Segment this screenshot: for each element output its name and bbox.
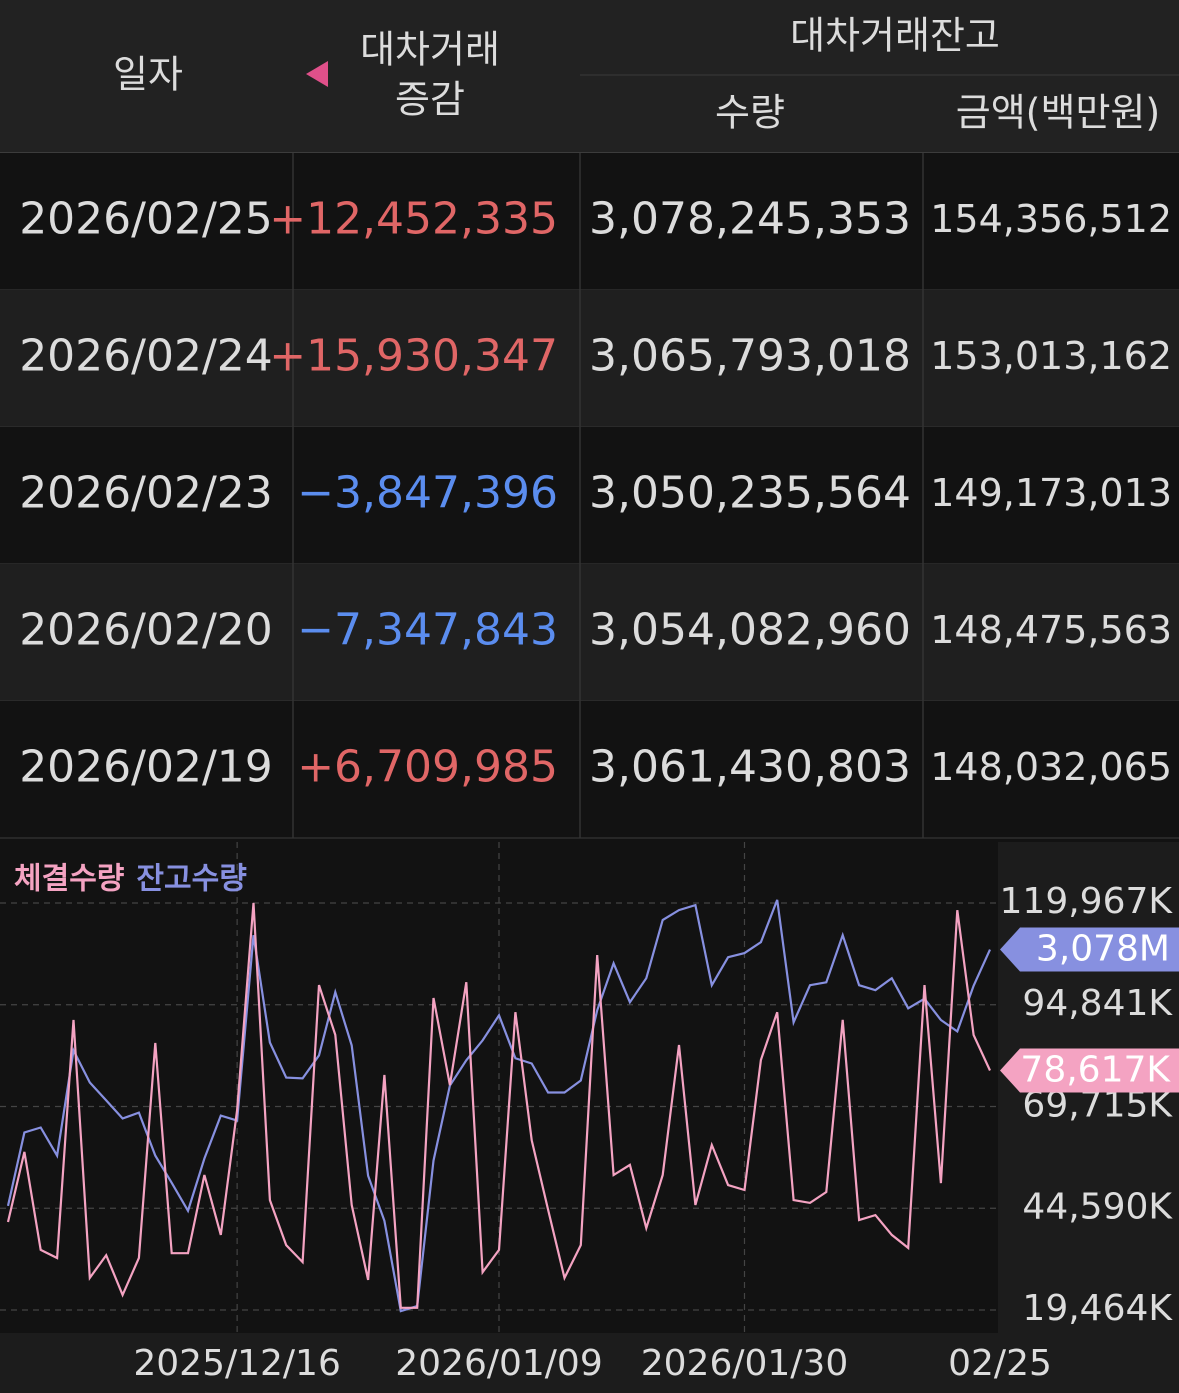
row-bg xyxy=(0,290,1179,427)
header-quantity: 수량 xyxy=(715,91,785,135)
legend-entry: 잔고수량 xyxy=(136,862,247,897)
header-balance: 대차거래잔고 xyxy=(790,14,1000,58)
x-tick-label: 2025/12/16 xyxy=(133,1343,341,1384)
date-cell: 2026/02/24 xyxy=(19,331,273,382)
row-bg xyxy=(0,701,1179,838)
x-axis-bg xyxy=(0,1333,1179,1393)
amount-cell: 149,173,013 xyxy=(930,471,1172,515)
change-cell: −3,847,396 xyxy=(297,468,558,519)
change-cell: −7,347,843 xyxy=(297,605,558,656)
date-cell: 2026/02/20 xyxy=(19,605,273,656)
series-line xyxy=(6,899,992,1313)
quantity-cell: 3,065,793,018 xyxy=(589,331,911,382)
y-tick-label: 119,967K xyxy=(1000,881,1174,922)
amount-cell: 148,475,563 xyxy=(930,608,1172,652)
date-cell: 2026/02/19 xyxy=(19,742,273,793)
date-cell: 2026/02/23 xyxy=(19,468,273,519)
date-cell: 2026/02/25 xyxy=(19,194,273,245)
quantity-cell: 3,050,235,564 xyxy=(589,468,911,519)
amount-cell: 148,032,065 xyxy=(930,745,1172,789)
header-amount: 금액(백만원) xyxy=(956,91,1160,135)
table-header-bg xyxy=(0,0,1179,153)
quantity-cell: 3,078,245,353 xyxy=(589,194,911,245)
change-cell: +6,709,985 xyxy=(297,742,558,793)
quantity-cell: 3,054,082,960 xyxy=(589,605,911,656)
x-tick-label: 02/25 xyxy=(948,1343,1052,1384)
change-cell: +12,452,335 xyxy=(269,194,558,245)
y-tick-label: 44,590K xyxy=(1022,1186,1173,1227)
row-bg xyxy=(0,153,1179,290)
quantity-cell: 3,061,430,803 xyxy=(589,742,911,793)
header-change[interactable]: 증감 xyxy=(395,78,465,122)
x-tick-label: 2026/01/30 xyxy=(641,1343,849,1384)
row-bg xyxy=(0,564,1179,701)
header-change[interactable]: 대차거래 xyxy=(360,28,500,72)
series-line xyxy=(6,902,991,1309)
y-tick-label: 94,841K xyxy=(1022,983,1173,1024)
row-bg xyxy=(0,427,1179,564)
current-value-label: 3,078M xyxy=(1036,929,1170,970)
current-value-label: 78,617K xyxy=(1020,1049,1171,1090)
header-date: 일자 xyxy=(113,53,183,97)
x-tick-label: 2026/01/09 xyxy=(395,1343,603,1384)
change-cell: +15,930,347 xyxy=(269,331,558,382)
sort-arrow[interactable] xyxy=(306,61,328,87)
y-tick-label: 19,464K xyxy=(1022,1288,1173,1329)
current-value-badge xyxy=(1000,1048,1179,1093)
legend-entry: 체결수량 xyxy=(14,862,125,897)
current-value-badge xyxy=(1000,927,1179,972)
amount-cell: 154,356,512 xyxy=(930,197,1172,241)
amount-cell: 153,013,162 xyxy=(930,334,1172,378)
